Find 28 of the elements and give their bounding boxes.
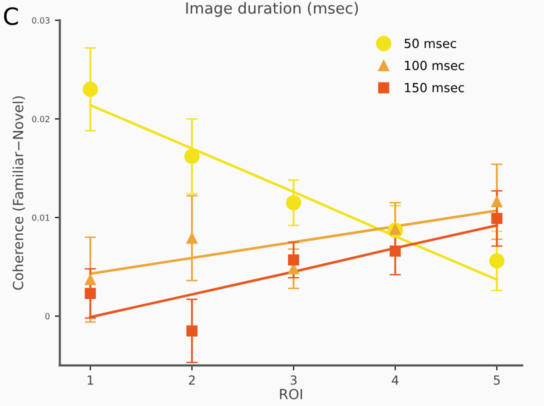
y-axis-title: Coherence (Familiar−Novel) [12, 96, 25, 290]
x-axis-title: ROI [280, 388, 302, 400]
legend-label: 50 msec [404, 38, 456, 48]
y-tick-label: 0 [45, 313, 50, 320]
point [489, 253, 504, 269]
y-tick-label: 0.03 [32, 17, 50, 24]
x-tick-label: 3 [290, 375, 297, 385]
point [491, 212, 502, 224]
point [288, 254, 300, 266]
x-tick-label: 2 [188, 375, 195, 385]
point [491, 196, 502, 208]
point [84, 288, 96, 299]
x-tick-label: 1 [88, 376, 94, 385]
y-tick-label: 0.01 [32, 214, 50, 221]
point [184, 148, 200, 164]
text: Image duration (msec) [186, 2, 358, 17]
point [186, 232, 198, 244]
text: C [4, 7, 18, 26]
legend-label: 150 msec [405, 82, 464, 92]
point [390, 245, 401, 257]
legend-label: 100 msec [405, 60, 464, 70]
x-tick-label: 5 [494, 376, 500, 385]
point [84, 274, 96, 286]
y-tick-label: 0.02 [32, 116, 50, 122]
point [186, 325, 198, 336]
x-tick-label: 4 [392, 376, 398, 385]
point [286, 195, 302, 210]
point [82, 82, 98, 97]
